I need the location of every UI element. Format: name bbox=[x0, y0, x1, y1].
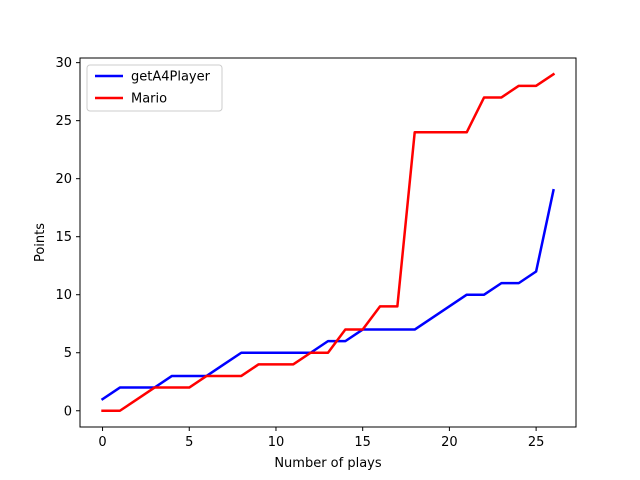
series-line-mario bbox=[101, 72, 556, 412]
x-tick-label: 25 bbox=[528, 435, 545, 450]
y-tick-label: 5 bbox=[64, 346, 72, 361]
series-layer bbox=[100, 72, 556, 412]
series-line-geta4player bbox=[100, 188, 555, 401]
x-tick-label: 10 bbox=[268, 435, 285, 450]
axes-layer: 0 5 10 15 20 25 0 5 10 15 20 25 30 bbox=[55, 56, 577, 450]
y-tick-label: 10 bbox=[55, 288, 72, 303]
plot-area bbox=[80, 58, 576, 427]
y-tick-label: 20 bbox=[55, 172, 72, 187]
legend-label-getA4Player: getA4Player bbox=[131, 70, 211, 85]
y-tick-label: 15 bbox=[55, 230, 72, 245]
x-tick-label: 5 bbox=[185, 435, 193, 450]
x-tick-label: 0 bbox=[98, 435, 106, 450]
axes-frame bbox=[79, 57, 577, 428]
x-tick-label: 15 bbox=[354, 435, 371, 450]
legend-label-mario: Mario bbox=[131, 92, 167, 107]
y-tick-label: 30 bbox=[55, 56, 72, 71]
y-axis-label: Points bbox=[33, 223, 48, 262]
y-tick-label: 25 bbox=[55, 114, 72, 129]
legend: getA4Player Mario bbox=[86, 64, 223, 112]
x-tick-label: 20 bbox=[441, 435, 458, 450]
y-tick-label: 0 bbox=[64, 404, 72, 419]
x-axis-label: Number of plays bbox=[274, 456, 382, 471]
